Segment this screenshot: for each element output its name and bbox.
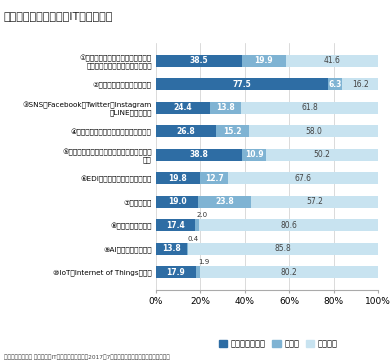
Bar [187,243,188,255]
Bar [199,219,378,231]
Bar [156,219,195,231]
Bar [156,125,216,137]
Bar [195,219,199,231]
Text: （図表７）中小企業のITの活用状況: （図表７）中小企業のITの活用状況 [4,11,113,21]
Bar [241,102,378,114]
Bar [188,243,378,255]
Text: 77.5: 77.5 [233,80,252,89]
Text: 13.8: 13.8 [216,103,235,112]
Bar [286,55,378,67]
Text: 17.9: 17.9 [167,268,185,277]
Text: 67.6: 67.6 [295,174,312,183]
Bar [241,55,286,67]
Text: 6.3: 6.3 [329,80,342,89]
Bar [266,149,378,161]
Text: 19.0: 19.0 [168,197,186,206]
Bar [198,196,251,208]
Text: 80.6: 80.6 [280,221,297,230]
Text: 13.8: 13.8 [162,244,181,253]
Text: 24.4: 24.4 [174,103,192,112]
Bar [328,78,342,90]
Bar [200,266,378,278]
Text: （資料）商工中金 中小企業のIT活用に関する調査（2017年7月調査）よりニッセイ基礎研究所作成: （資料）商工中金 中小企業のIT活用に関する調査（2017年7月調査）よりニッセ… [4,355,170,360]
Text: 85.8: 85.8 [275,244,291,253]
Bar [251,196,378,208]
Bar [156,172,200,184]
Text: 16.2: 16.2 [352,80,369,89]
Text: 19.8: 19.8 [168,174,187,183]
Text: 80.2: 80.2 [281,268,298,277]
Bar [156,266,196,278]
Legend: 導入済・開設済, 検討中, 予定なし: 導入済・開設済, 検討中, 予定なし [216,336,341,351]
Bar [156,243,187,255]
Text: 23.8: 23.8 [215,197,234,206]
Bar [210,102,241,114]
Text: 1.9: 1.9 [198,259,209,265]
Text: 26.8: 26.8 [176,127,195,136]
Text: 41.6: 41.6 [324,56,340,65]
Bar [216,125,249,137]
Bar [228,172,379,184]
Text: 12.7: 12.7 [205,174,223,183]
Text: 17.4: 17.4 [166,221,185,230]
Bar [156,78,328,90]
Text: 38.8: 38.8 [190,150,209,159]
Text: 57.2: 57.2 [306,197,323,206]
Text: 61.8: 61.8 [301,103,318,112]
Bar [249,125,378,137]
Text: 58.0: 58.0 [305,127,322,136]
Bar [156,196,198,208]
Bar [242,149,266,161]
Text: 19.9: 19.9 [254,56,273,65]
Bar [196,266,200,278]
Bar [342,78,378,90]
Text: 10.9: 10.9 [245,150,264,159]
Text: 2.0: 2.0 [197,212,208,218]
Text: 0.4: 0.4 [187,236,198,241]
Bar [156,102,210,114]
Text: 50.2: 50.2 [314,150,331,159]
Bar [156,149,242,161]
Text: 38.5: 38.5 [190,56,208,65]
Bar [156,55,241,67]
Bar [200,172,228,184]
Text: 15.2: 15.2 [223,127,242,136]
